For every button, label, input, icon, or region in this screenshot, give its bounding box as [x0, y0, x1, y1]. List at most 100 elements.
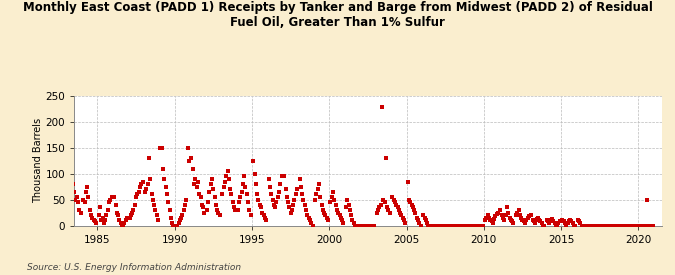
Point — [148, 203, 159, 207]
Point — [325, 200, 336, 204]
Point — [391, 203, 402, 207]
Point — [242, 192, 252, 197]
Point — [506, 218, 516, 222]
Point — [606, 223, 617, 228]
Point — [576, 223, 587, 228]
Point — [252, 192, 263, 197]
Point — [117, 223, 128, 228]
Point — [449, 223, 460, 228]
Point — [186, 156, 197, 161]
Point — [553, 221, 564, 225]
Point — [315, 195, 325, 199]
Point — [163, 200, 173, 204]
Point — [113, 213, 124, 217]
Point — [398, 216, 408, 220]
Point — [561, 223, 572, 228]
Point — [504, 216, 515, 220]
Point — [275, 182, 286, 186]
Point — [265, 185, 275, 189]
Point — [427, 223, 437, 228]
Point — [310, 197, 321, 202]
Point — [378, 197, 389, 202]
Point — [226, 192, 237, 197]
Point — [93, 213, 104, 217]
Point — [467, 223, 478, 228]
Point — [518, 219, 529, 224]
Point — [545, 218, 556, 222]
Point — [490, 214, 501, 218]
Point — [425, 223, 435, 228]
Point — [539, 223, 549, 228]
Point — [388, 197, 399, 202]
Point — [240, 185, 251, 189]
Point — [425, 223, 436, 228]
Point — [284, 205, 295, 210]
Point — [323, 218, 333, 222]
Point — [330, 203, 341, 207]
Point — [80, 190, 91, 194]
Point — [82, 185, 92, 189]
Point — [412, 216, 423, 220]
Point — [412, 218, 423, 222]
Point — [62, 164, 73, 168]
Point — [406, 203, 417, 207]
Point — [286, 208, 297, 212]
Point — [549, 221, 560, 225]
Point — [520, 221, 531, 225]
Point — [630, 223, 641, 228]
Point — [225, 187, 236, 191]
Point — [599, 223, 610, 228]
Point — [165, 216, 176, 220]
Point — [621, 223, 632, 228]
Point — [531, 217, 542, 221]
Point — [218, 185, 229, 189]
Point — [70, 197, 81, 202]
Point — [437, 223, 448, 228]
Point — [304, 218, 315, 222]
Point — [288, 203, 298, 207]
Point — [235, 195, 246, 199]
Point — [319, 210, 329, 215]
Point — [250, 182, 261, 186]
Point — [377, 104, 387, 109]
Point — [141, 187, 152, 191]
Point — [598, 223, 609, 228]
Point — [234, 200, 244, 204]
Point — [502, 205, 512, 210]
Point — [414, 221, 425, 225]
Point — [394, 208, 404, 212]
Point — [442, 223, 453, 228]
Point — [450, 223, 461, 228]
Point — [524, 214, 535, 218]
Point — [395, 210, 406, 215]
Point — [564, 218, 575, 222]
Point — [575, 221, 586, 225]
Point — [365, 223, 376, 228]
Point — [605, 223, 616, 228]
Point — [97, 216, 108, 220]
Point — [607, 223, 618, 228]
Point — [638, 223, 649, 228]
Point — [562, 221, 573, 225]
Point — [271, 200, 281, 204]
Point — [647, 223, 658, 228]
Point — [516, 216, 526, 220]
Point — [213, 210, 224, 215]
Point — [530, 221, 541, 225]
Point — [155, 146, 166, 150]
Point — [276, 174, 287, 178]
Point — [176, 216, 186, 220]
Point — [439, 223, 450, 228]
Point — [346, 213, 356, 217]
Point — [338, 221, 349, 225]
Point — [443, 223, 454, 228]
Point — [159, 177, 169, 181]
Point — [99, 221, 109, 225]
Point — [270, 205, 281, 210]
Point — [392, 205, 403, 210]
Point — [566, 219, 577, 224]
Point — [263, 177, 274, 181]
Point — [182, 146, 193, 150]
Point — [174, 218, 185, 222]
Point — [177, 213, 188, 217]
